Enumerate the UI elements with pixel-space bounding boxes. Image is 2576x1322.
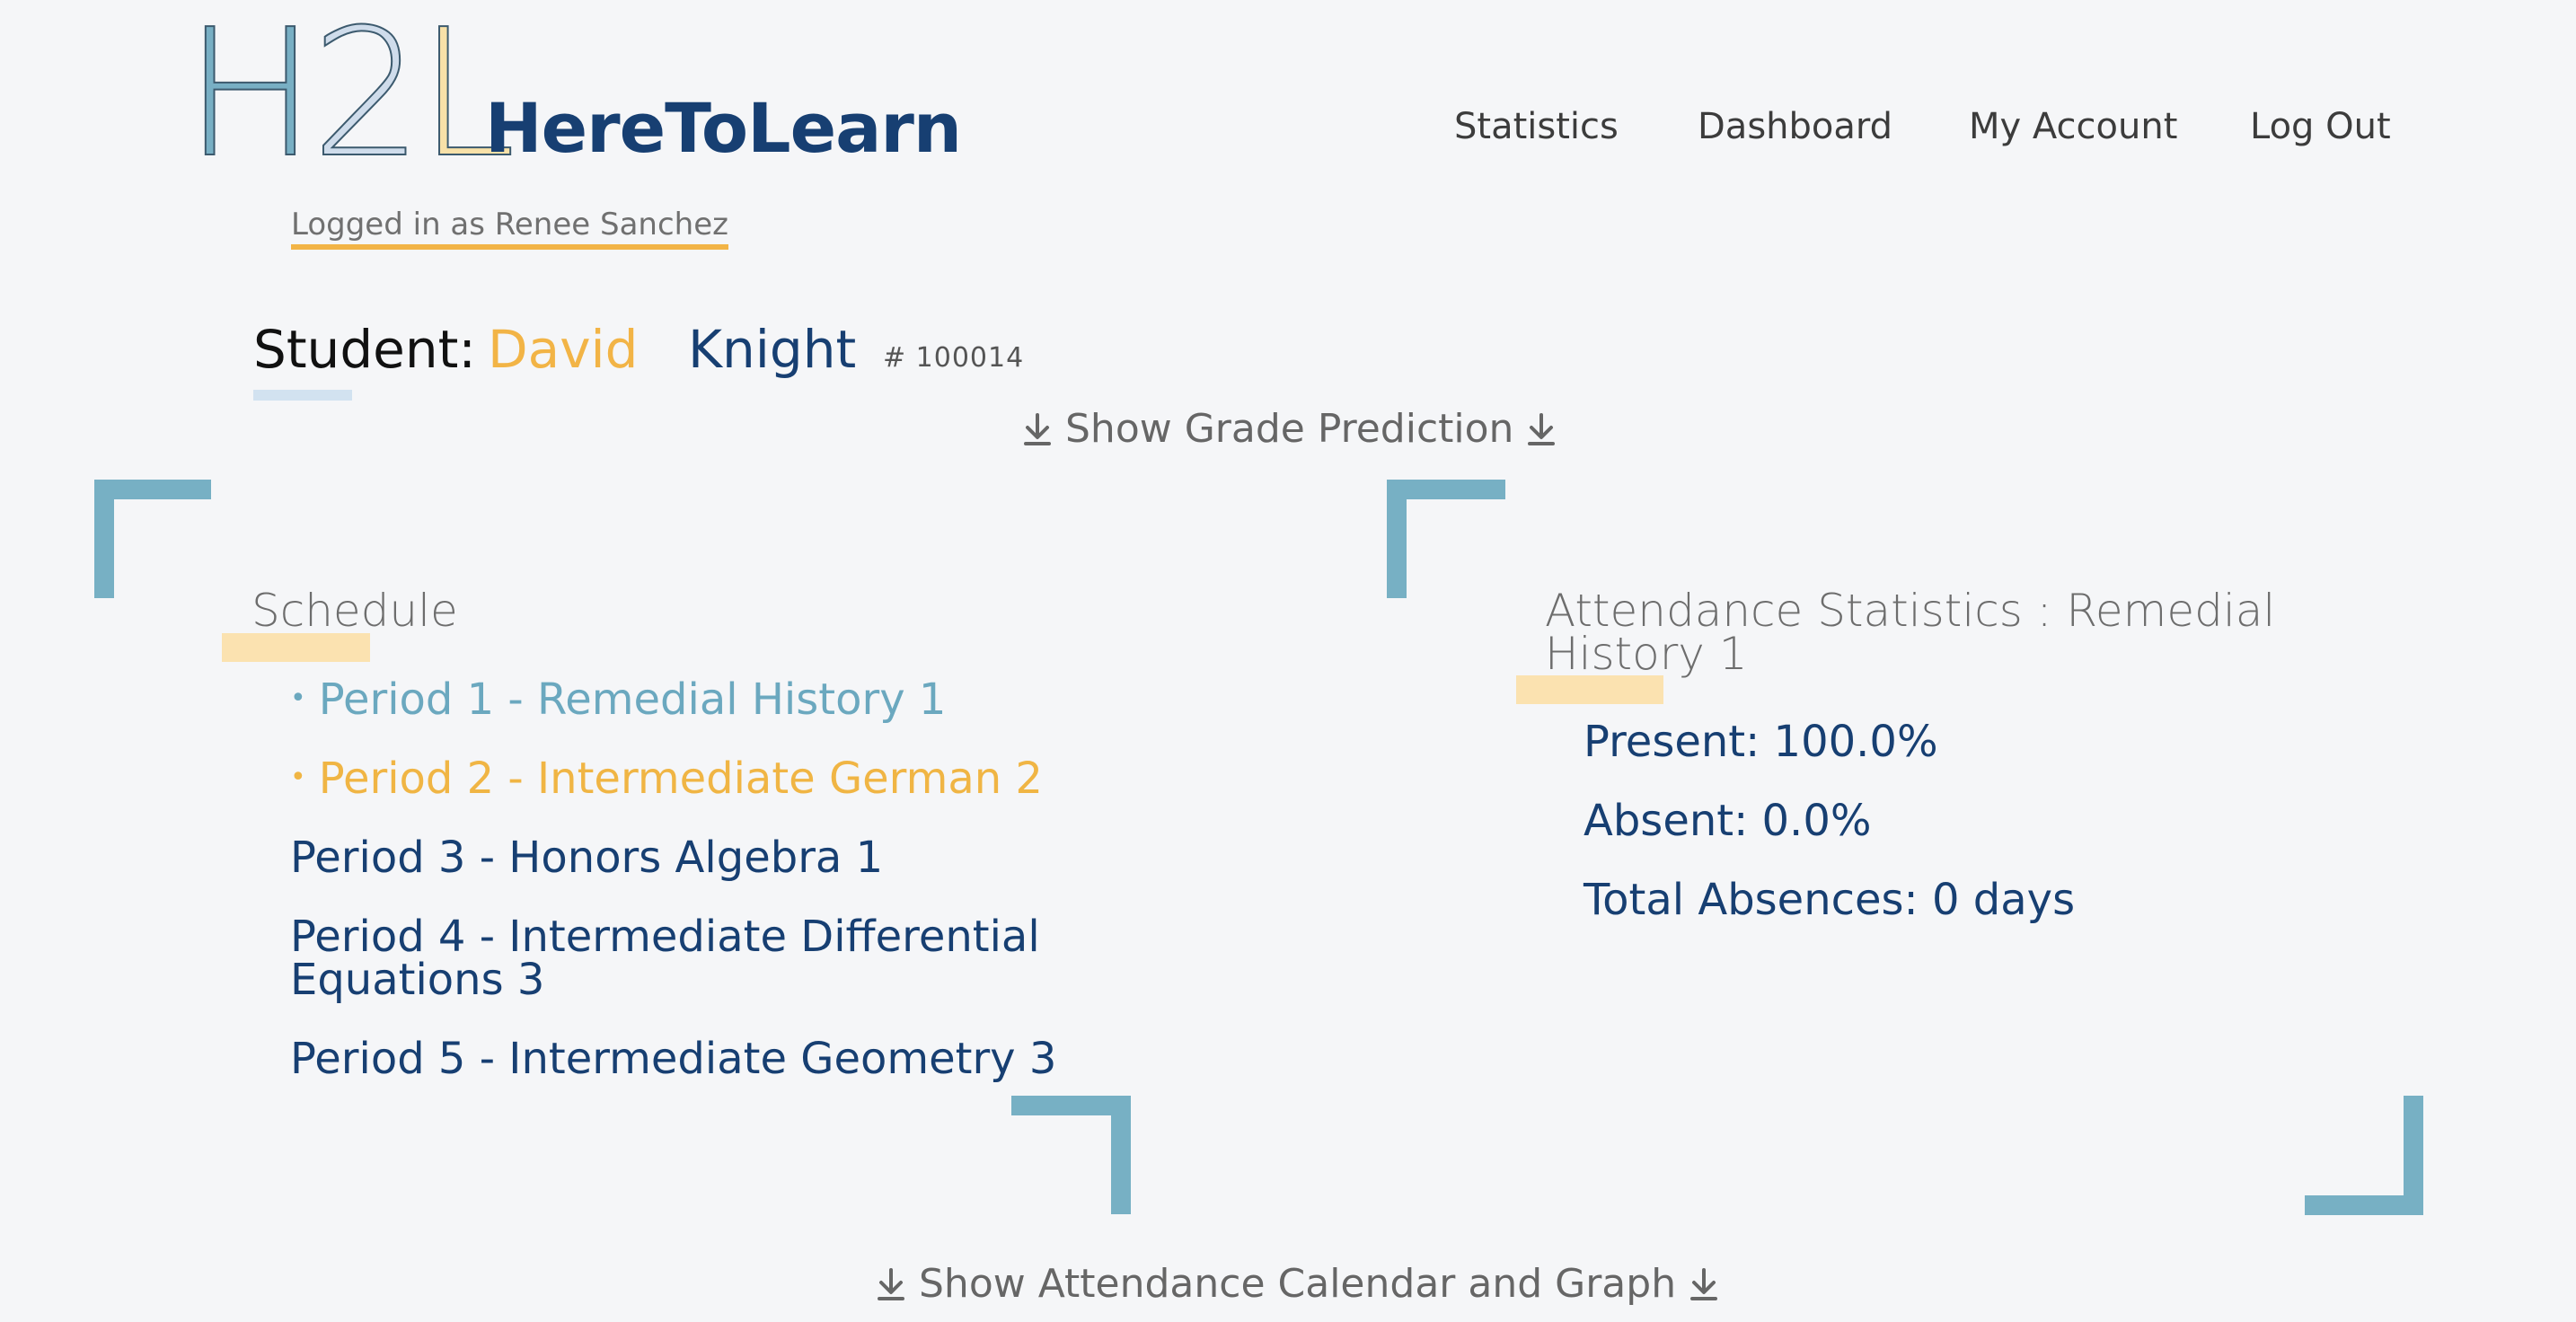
download-arrow-icon	[1024, 412, 1051, 445]
attendance-absent: Absent: 0.0%	[1584, 796, 1872, 846]
attendance-present: Present: 100.0%	[1584, 717, 1938, 767]
student-label: Student:	[253, 319, 476, 380]
login-status[interactable]: Logged in as Renee Sanchez	[291, 205, 728, 250]
schedule-item-period-3[interactable]: Period 3 - Honors Algebra 1	[290, 833, 884, 883]
brand-name[interactable]: HereToLearn	[485, 88, 962, 168]
nav-my-account[interactable]: My Account	[1969, 106, 2178, 147]
logo-letter-l: L	[417, 0, 516, 197]
nav-statistics[interactable]: Statistics	[1454, 106, 1619, 147]
attendance-card-corner-top	[1387, 480, 1505, 499]
schedule-title: Schedule	[251, 585, 458, 637]
schedule-card-corner-top	[94, 480, 211, 499]
logo-letter-h: H	[183, 0, 317, 197]
attendance-total-absences: Total Absences: 0 days	[1584, 875, 2076, 925]
bullet-icon: •	[290, 762, 306, 793]
attendance-card-corner-bottom	[2305, 1195, 2423, 1215]
attendance-card-corner-bottom	[2404, 1096, 2423, 1215]
show-grade-prediction-toggle[interactable]: Show Grade Prediction	[1022, 406, 1557, 452]
schedule-item-period-1[interactable]: • Period 1 - Remedial History 1	[290, 678, 1081, 724]
student-last-name: Knight	[688, 319, 857, 380]
download-arrow-icon	[1528, 412, 1556, 445]
attendance-title: Attendance Statistics : Remedial History…	[1545, 585, 2276, 680]
attendance-card-corner-top	[1387, 480, 1407, 598]
schedule-card-corner-top	[94, 480, 114, 598]
logo[interactable]: H2L	[183, 5, 516, 183]
attendance-title-highlight	[1516, 675, 1663, 704]
student-id: # 100014	[883, 342, 1025, 374]
logo-letter-2: 2	[310, 0, 424, 197]
schedule-item-period-5[interactable]: Period 5 - Intermediate Geometry 3	[290, 1034, 1057, 1084]
schedule-title-highlight	[222, 633, 370, 662]
download-arrow-icon	[1690, 1267, 1718, 1300]
student-first-name: David	[488, 319, 639, 380]
show-grade-prediction-label: Show Grade Prediction	[1065, 406, 1514, 452]
nav-log-out[interactable]: Log Out	[2250, 106, 2391, 147]
nav-dashboard[interactable]: Dashboard	[1698, 106, 1893, 147]
show-attendance-calendar-label: Show Attendance Calendar and Graph	[919, 1261, 1677, 1307]
download-arrow-icon	[878, 1267, 904, 1300]
schedule-item-label: Period 2 - Intermediate German 2	[318, 754, 1043, 804]
student-label-underline	[253, 390, 352, 401]
show-attendance-calendar-toggle[interactable]: Show Attendance Calendar and Graph	[876, 1261, 1719, 1307]
schedule-card-corner-bottom	[1011, 1096, 1131, 1115]
schedule-item-period-2[interactable]: • Period 2 - Intermediate German 2	[290, 757, 1081, 803]
schedule-card-corner-bottom	[1111, 1096, 1131, 1214]
schedule-item-label: Period 1 - Remedial History 1	[318, 674, 947, 725]
schedule-item-period-4[interactable]: Period 4 - Intermediate Differential Equ…	[290, 912, 1040, 1005]
bullet-icon: •	[290, 683, 306, 714]
